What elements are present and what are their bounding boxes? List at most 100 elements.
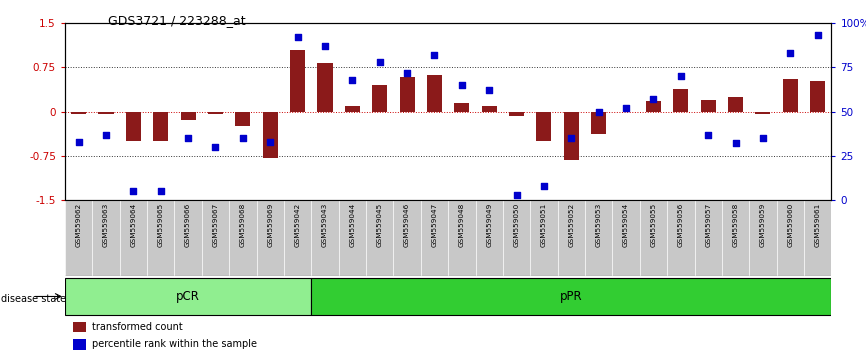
Text: GSM559059: GSM559059 [760, 202, 766, 246]
Bar [147, 200, 174, 276]
Bar [73, 322, 87, 332]
Point [701, 132, 715, 137]
Text: GSM559043: GSM559043 [322, 202, 328, 246]
Bar [475, 200, 503, 276]
Text: GSM559045: GSM559045 [377, 202, 383, 246]
Bar [503, 200, 530, 276]
Point [372, 59, 386, 65]
Bar [449, 200, 475, 276]
Point [647, 96, 661, 102]
Text: GSM559052: GSM559052 [568, 202, 574, 246]
Text: GSM559067: GSM559067 [212, 202, 218, 246]
Bar [481, 105, 497, 112]
Text: GSM559053: GSM559053 [596, 202, 602, 246]
Bar [126, 112, 141, 141]
Bar [728, 97, 743, 112]
Bar [174, 200, 202, 276]
Point [674, 73, 688, 79]
Bar [811, 81, 825, 112]
Text: GSM559060: GSM559060 [787, 202, 793, 246]
Text: GSM559069: GSM559069 [268, 202, 274, 246]
Text: GSM559061: GSM559061 [815, 202, 821, 246]
Point [510, 192, 524, 198]
Point [126, 188, 140, 194]
Bar [366, 200, 393, 276]
Text: GSM559051: GSM559051 [541, 202, 547, 246]
Bar [71, 112, 86, 114]
Bar [558, 200, 585, 276]
Bar [701, 100, 715, 112]
Text: GSM559065: GSM559065 [158, 202, 164, 246]
Text: transformed count: transformed count [92, 322, 183, 332]
Text: GDS3721 / 223288_at: GDS3721 / 223288_at [108, 14, 246, 27]
Bar [284, 200, 311, 276]
Text: disease state: disease state [1, 294, 66, 304]
Point [154, 188, 168, 194]
Point [728, 141, 742, 146]
Bar [339, 200, 366, 276]
Point [209, 144, 223, 150]
Bar [229, 200, 256, 276]
Point [72, 139, 86, 144]
Text: GSM559062: GSM559062 [75, 202, 81, 246]
Point [291, 34, 305, 40]
Bar [667, 200, 695, 276]
Text: GSM559063: GSM559063 [103, 202, 109, 246]
Text: GSM559064: GSM559064 [131, 202, 136, 246]
Text: GSM559048: GSM559048 [459, 202, 465, 246]
Bar [530, 200, 558, 276]
Point [99, 132, 113, 137]
Bar [455, 103, 469, 112]
Bar [612, 200, 640, 276]
Point [181, 135, 195, 141]
Bar [591, 112, 606, 134]
Bar [65, 278, 311, 315]
Text: GSM559058: GSM559058 [733, 202, 739, 246]
Point [455, 82, 469, 88]
Bar [311, 278, 831, 315]
Bar [153, 112, 168, 141]
Bar [93, 200, 120, 276]
Point [318, 43, 332, 49]
Point [756, 135, 770, 141]
Text: GSM559056: GSM559056 [678, 202, 684, 246]
Bar [65, 200, 93, 276]
Bar [393, 200, 421, 276]
Point [400, 70, 414, 75]
Bar [509, 112, 524, 116]
Point [346, 77, 359, 82]
Bar [236, 112, 250, 126]
Text: GSM559055: GSM559055 [650, 202, 656, 246]
Text: GSM559046: GSM559046 [404, 202, 410, 246]
Bar [256, 200, 284, 276]
Text: GSM559054: GSM559054 [623, 202, 629, 246]
Bar [181, 112, 196, 120]
Point [811, 33, 824, 38]
Point [784, 50, 798, 56]
Text: GSM559042: GSM559042 [294, 202, 301, 246]
Point [591, 109, 605, 114]
Point [565, 135, 578, 141]
Bar [311, 200, 339, 276]
Text: GSM559050: GSM559050 [514, 202, 520, 246]
Bar [202, 200, 229, 276]
Text: GSM559066: GSM559066 [185, 202, 191, 246]
Point [236, 135, 249, 141]
Text: pPR: pPR [560, 290, 583, 303]
Bar [421, 200, 449, 276]
Bar [73, 339, 87, 349]
Bar [749, 200, 777, 276]
Bar [536, 112, 552, 141]
Text: pCR: pCR [176, 290, 200, 303]
Bar [372, 85, 387, 112]
Bar [777, 200, 804, 276]
Bar [722, 200, 749, 276]
Bar [99, 112, 113, 114]
Bar [564, 112, 578, 160]
Bar [290, 50, 305, 112]
Point [482, 87, 496, 93]
Bar [345, 105, 360, 112]
Text: percentile rank within the sample: percentile rank within the sample [92, 339, 257, 349]
Text: GSM559044: GSM559044 [349, 202, 355, 246]
Text: GSM559047: GSM559047 [431, 202, 437, 246]
